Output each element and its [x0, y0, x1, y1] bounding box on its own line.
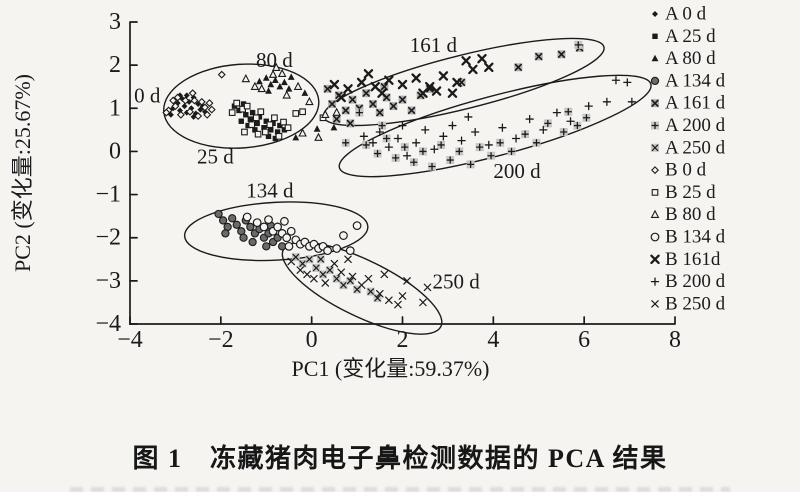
legend-item-A-200-d: A 200 d — [651, 115, 726, 136]
ellipse-labels: 0 d 80 d 25 d 161 d 200 d 134 d 250 d — [134, 33, 541, 294]
ellipse-label-250-d: 250 d — [432, 270, 480, 294]
y-tick-label: −4 — [95, 311, 121, 337]
y-tick-label: −2 — [95, 225, 121, 251]
legend-label: B 161d — [665, 249, 721, 270]
legend-item-A-80-d: A 80 d — [651, 48, 716, 69]
series-B-250-d — [287, 255, 432, 309]
ellipse-label-0-d: 0 d — [134, 83, 161, 107]
legend-label: A 200 d — [665, 115, 726, 136]
plot-axes: 3 2 1 0 −1 −2 −3 −4−4 −2 0 2 4 6 8 PC1 (变化量:59.37%) PC2… — [10, 9, 681, 381]
legend-item-B-80-d: B 80 d — [650, 204, 716, 225]
series-B-161d — [329, 53, 494, 103]
ellipse-label-134-d: 134 d — [246, 178, 294, 202]
ellipse-label-161-d: 161 d — [410, 33, 458, 57]
series-A-80-d — [256, 73, 338, 141]
legend: A 0 dA 25 dA 80 dA 134 dA 161 dA 200 dA … — [650, 4, 726, 314]
legend-item-B-0-d: B 0 d — [651, 160, 707, 181]
x-axis-title: PC1 (变化量:59.37%) — [291, 356, 489, 381]
legend-label: B 134 d — [665, 227, 726, 248]
legend-item-A-25-d: A 25 d — [652, 26, 716, 47]
cropped-next-line-remnant — [70, 487, 730, 492]
pca-plot: 3 2 1 0 −1 −2 −3 −4−4 −2 0 2 4 6 8 PC1 (变化量:59.37%) PC2… — [10, 4, 726, 382]
legend-label: B 0 d — [665, 160, 707, 181]
legend-item-A-161-d: A 161 d — [651, 93, 726, 114]
y-tick-label: 1 — [109, 95, 121, 121]
legend-label: B 80 d — [665, 204, 716, 225]
x-tick-label: 4 — [487, 327, 499, 353]
series-B-0-d — [162, 70, 226, 121]
legend-label: B 25 d — [665, 182, 716, 203]
x-tick-label: −2 — [208, 327, 234, 353]
legend-label: A 25 d — [665, 26, 716, 47]
legend-label: A 161 d — [665, 93, 726, 114]
legend-label: A 250 d — [665, 137, 726, 158]
ellipse-label-200-d: 200 d — [493, 159, 541, 183]
y-tick-label: 2 — [109, 52, 121, 78]
legend-label: B 250 d — [665, 293, 726, 314]
legend-item-B-25-d: B 25 d — [651, 182, 716, 203]
x-tick-label: 6 — [578, 327, 590, 353]
x-tick-label: 0 — [306, 327, 318, 353]
y-tick-label: 0 — [109, 138, 121, 164]
series-B-80-d — [241, 62, 341, 141]
series-A-25-d — [231, 101, 288, 142]
legend-item-B-134-d: B 134 d — [650, 227, 726, 248]
legend-label: A 80 d — [665, 48, 716, 69]
y-tick-label: −3 — [95, 268, 121, 294]
legend-label: B 200 d — [665, 271, 726, 292]
ellipse-label-80-d: 80 d — [256, 48, 293, 72]
legend-item-A-134-d: A 134 d — [650, 70, 726, 91]
series-A-250-d — [291, 253, 382, 303]
x-tick-label: −4 — [117, 327, 143, 353]
x-tick-label: 2 — [397, 327, 409, 353]
y-tick-label: −1 — [95, 182, 121, 208]
legend-label: A 134 d — [665, 70, 726, 91]
legend-item-A-0-d: A 0 d — [652, 4, 707, 25]
series-B-134-d — [242, 212, 362, 256]
legend-label: A 0 d — [665, 4, 707, 25]
y-axis-title: PC2 (变化量:25.67%) — [10, 74, 35, 272]
legend-item-B-161d: B 161d — [650, 249, 721, 270]
legend-item-A-250-d: A 250 d — [651, 137, 726, 158]
x-tick-label: 8 — [669, 327, 681, 353]
cluster-ellipses — [163, 37, 652, 335]
series-A-134-d — [214, 209, 287, 251]
ellipse-label-25-d: 25 d — [197, 145, 234, 169]
series-B-200-d — [359, 76, 637, 160]
cluster-ellipse-134-d — [183, 201, 369, 262]
legend-item-B-250-d: B 250 d — [651, 293, 726, 314]
cluster-ellipse-200-d — [338, 74, 652, 178]
legend-item-B-200-d: B 200 d — [650, 271, 726, 292]
y-tick-label: 3 — [109, 9, 121, 35]
series-A-200-d — [341, 40, 591, 171]
figure-caption: 图 1 冻藏猪肉电子鼻检测数据的 PCA 结果 — [132, 444, 668, 473]
